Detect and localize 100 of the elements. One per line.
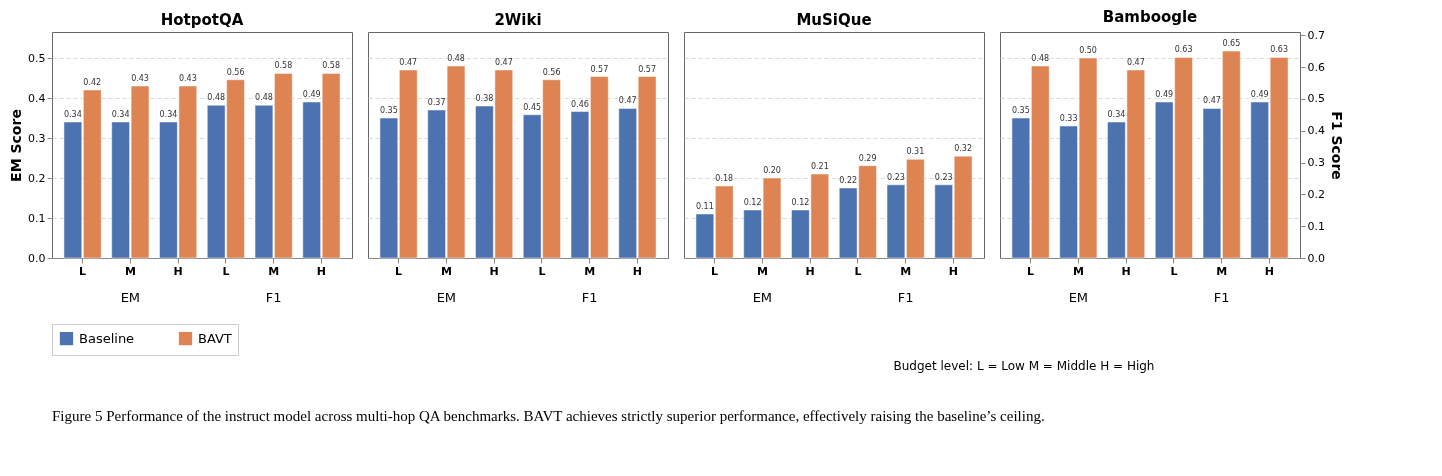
y-tick-label: 0.3 — [28, 131, 46, 145]
data-label: 0.65 — [1222, 39, 1241, 49]
data-label: 0.46 — [571, 99, 589, 109]
data-label: 0.49 — [302, 90, 321, 100]
data-label: 0.35 — [379, 106, 398, 115]
y-tick-label: 0.5 — [28, 51, 46, 65]
y2-tick-label: 0.1 — [1307, 219, 1325, 233]
data-label: 0.29 — [858, 153, 877, 163]
data-label: 0.23 — [887, 172, 905, 182]
data-label: 0.57 — [590, 64, 609, 74]
data-label: 0.50 — [1079, 46, 1097, 55]
data-label: 0.63 — [1270, 45, 1289, 55]
data-label: 0.47 — [399, 58, 418, 67]
data-label: 0.34 — [1107, 110, 1126, 119]
data-label: 0.49 — [1155, 90, 1174, 100]
x-tick-label: M — [268, 264, 280, 278]
data-label: 0.48 — [447, 54, 465, 63]
x-tick-label: L — [1027, 264, 1035, 278]
data-label: 0.56 — [542, 67, 561, 77]
data-label: 0.57 — [638, 64, 657, 74]
y-tick-label: 0.2 — [28, 171, 46, 185]
x-tick-label: M — [756, 264, 768, 278]
x-tick-label: L — [222, 264, 230, 278]
x-tick-label: M — [440, 264, 452, 278]
chart-title: HotpotQA — [160, 11, 244, 29]
data-label: 0.49 — [1250, 90, 1269, 100]
data-label: 0.37 — [427, 98, 446, 107]
y-tick-label: 0.4 — [28, 91, 46, 105]
x-tick-label: H — [489, 264, 499, 278]
caption: Figure 5 Performance of the instruct model across multi-hop QA benchmarks. BAVT achieves strictly superior performance, effectively raising the baseline’s ceiling. — [52, 408, 1045, 424]
text: F1 — [1213, 290, 1230, 305]
y2-tick-label: 0.6 — [1307, 60, 1325, 74]
data-label: 0.45 — [523, 102, 542, 112]
data-label: 0.58 — [322, 61, 341, 71]
x-tick-label: M — [1072, 264, 1084, 278]
data-label: 0.34 — [159, 110, 178, 119]
data-label: 0.21 — [810, 162, 829, 171]
data-label: 0.56 — [226, 67, 245, 77]
data-label: 0.48 — [1031, 54, 1050, 63]
data-label: 0.12 — [791, 198, 810, 207]
y-tick-label: 0.1 — [28, 211, 46, 225]
y2-tick-label: 0.5 — [1307, 92, 1325, 106]
data-label: 0.32 — [954, 144, 973, 154]
x-tick-label: M — [900, 264, 912, 278]
data-label: 0.11 — [695, 202, 714, 211]
y2-tick-label: 0.3 — [1307, 156, 1325, 170]
x-tick-label: L — [538, 264, 546, 278]
x-tick-label: H — [948, 264, 959, 278]
data-label: 0.43 — [131, 74, 149, 83]
y2-tick-label: 0.2 — [1307, 187, 1325, 201]
data-label: 0.33 — [1059, 114, 1078, 123]
chart-title: 2Wiki — [494, 11, 542, 29]
data-label: 0.47 — [618, 96, 637, 106]
data-label: 0.58 — [274, 61, 293, 71]
data-label: 0.23 — [934, 172, 953, 182]
text: F1 — [897, 290, 914, 305]
legend-label: Baseline — [79, 330, 135, 346]
data-label: 0.47 — [1203, 96, 1221, 106]
data-label: 0.35 — [1011, 106, 1030, 115]
x-tick-label: L — [395, 264, 403, 278]
data-label: 0.42 — [83, 78, 102, 87]
y2-axis-title: F1 Score — [1328, 111, 1345, 180]
legend-label: BAVT — [198, 330, 232, 346]
text: EM — [436, 290, 457, 305]
x-tick-label: M — [584, 264, 596, 278]
data-label: 0.48 — [255, 93, 273, 103]
data-label: 0.34 — [63, 110, 82, 119]
x-tick-label: H — [1264, 264, 1275, 278]
x-tick-label: L — [711, 264, 719, 278]
chart-title: Bamboogle — [1102, 8, 1198, 27]
data-label: 0.47 — [494, 58, 513, 67]
x-tick-label: H — [805, 264, 815, 278]
data-label: 0.63 — [1174, 45, 1193, 55]
text: EM — [1068, 290, 1089, 305]
data-label: 0.12 — [743, 198, 762, 207]
data-label: 0.38 — [475, 94, 494, 103]
data-label: 0.34 — [111, 110, 130, 119]
text: F1 — [581, 290, 598, 305]
data-label: 0.47 — [1126, 58, 1145, 67]
data-label: 0.43 — [178, 74, 197, 83]
x-tick-label: H — [316, 264, 327, 278]
x-tick-label: H — [1121, 264, 1131, 278]
text: EM — [120, 290, 141, 305]
data-label: 0.48 — [207, 93, 226, 103]
x-tick-label: L — [854, 264, 862, 278]
x-tick-label: L — [1170, 264, 1178, 278]
y2-tick-label: 0.4 — [1307, 124, 1325, 138]
x-tick-label: L — [79, 264, 87, 278]
data-label: 0.18 — [715, 174, 734, 183]
y-axis-title: EM Score — [8, 109, 25, 182]
x-tick-label: M — [124, 264, 136, 278]
data-label: 0.22 — [839, 175, 858, 185]
x-tick-label: M — [1216, 264, 1228, 278]
y-tick-label: 0.0 — [28, 251, 46, 265]
y2-tick-label: 0.0 — [1307, 251, 1325, 265]
chart-title: MuSiQue — [796, 11, 872, 29]
data-label: 0.31 — [906, 147, 925, 157]
text: Budget level: L = Low M = Middle H = High — [893, 359, 1155, 373]
data-label: 0.20 — [763, 166, 781, 175]
x-tick-label: H — [632, 264, 643, 278]
